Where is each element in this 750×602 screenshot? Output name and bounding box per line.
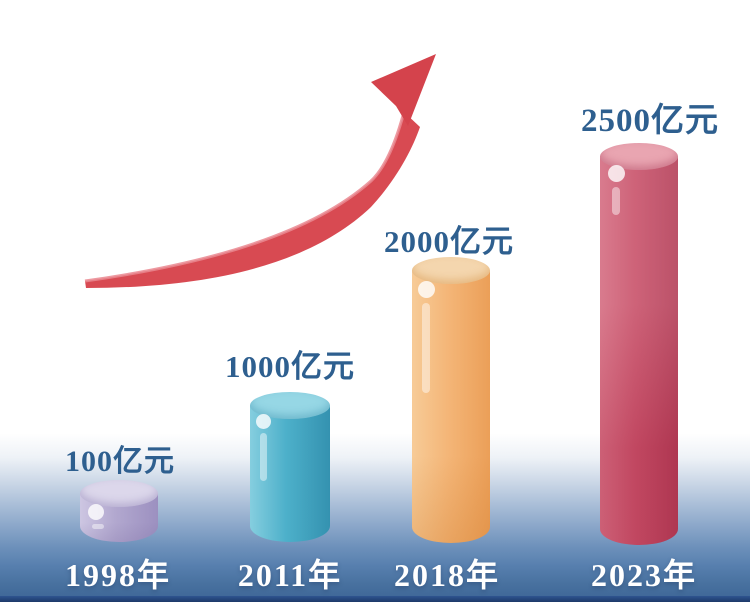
- value-label-1998: 100亿元: [65, 445, 175, 478]
- cylinder-1998: [80, 480, 158, 542]
- cylinder-2023: [600, 143, 678, 545]
- highlight-dot: [418, 281, 435, 298]
- highlight-streak: [612, 187, 620, 215]
- cylinder-2018-body: [412, 270, 490, 543]
- highlight-dot: [256, 414, 271, 429]
- cylinder-1998-top: [80, 480, 158, 507]
- year-label-2018: 2018年: [393, 557, 500, 593]
- cylinder-2011: [250, 392, 330, 542]
- cylinder-2023-body: [600, 156, 678, 545]
- highlight-dot: [88, 504, 104, 520]
- highlight-streak: [260, 433, 267, 481]
- value-label-2023: 2500亿元: [581, 103, 719, 139]
- year-label-2011: 2011年: [237, 557, 343, 593]
- highlight-streak: [422, 303, 430, 393]
- cylinder-2018: [412, 257, 490, 543]
- highlight-dot: [608, 165, 625, 182]
- year-label-2023: 2023年: [590, 557, 697, 593]
- bottom-border: [0, 596, 750, 602]
- value-label-2018: 2000亿元: [384, 224, 514, 259]
- cylinder-2018-top: [412, 257, 490, 284]
- highlight-streak: [92, 524, 104, 529]
- year-label-1998: 1998年: [64, 557, 171, 593]
- value-label-2011: 1000亿元: [225, 349, 355, 384]
